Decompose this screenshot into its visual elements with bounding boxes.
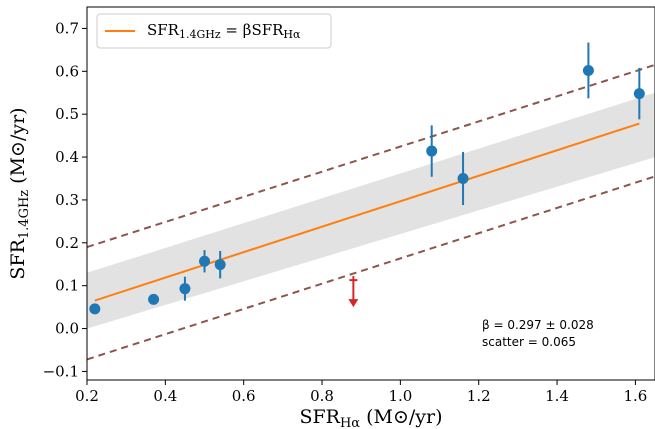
upper-limit-layer — [348, 276, 359, 308]
y-tick-label: 0.3 — [55, 191, 79, 209]
bound-line-lower — [86, 175, 655, 361]
data-point-7 — [582, 64, 594, 76]
data-point-3 — [199, 255, 211, 267]
fit-line — [94, 122, 640, 302]
y-tick-label: −0.1 — [43, 362, 79, 380]
y-axis-label: SFR1.4GHz (M⊙/yr) — [7, 107, 32, 279]
data-point-8 — [633, 88, 645, 100]
legend-label-rhs-sub: Hα — [283, 28, 301, 41]
y-axis-label-main: SFR — [7, 238, 29, 279]
beta-annotation: β = 0.297 ± 0.028 — [482, 318, 594, 332]
legend-label: SFR1.4GHz = βSFRHα — [147, 21, 301, 41]
legend-label-lhs: SFR — [147, 21, 180, 39]
x-tick-label: 1.4 — [545, 387, 569, 405]
bounds-lines-layer — [86, 63, 655, 361]
y-tick-label: 0.4 — [55, 148, 79, 166]
x-tick-label: 1.0 — [388, 387, 412, 405]
y-axis-ticks: −0.1 0.0 0.1 0.2 0.3 0.4 0.5 0.6 0.7 — [43, 19, 87, 380]
bound-line-upper — [86, 63, 655, 249]
x-tick-label: 0.2 — [75, 387, 99, 405]
data-point-1 — [148, 293, 160, 305]
data-point-2 — [179, 283, 191, 295]
x-tick-label: 0.8 — [310, 387, 334, 405]
data-point-6 — [457, 172, 469, 184]
legend-label-eq: = β — [221, 21, 252, 39]
y-tick-label: 0.0 — [55, 320, 79, 338]
x-axis-label: SFRHα (M⊙/yr) — [299, 406, 442, 429]
legend-box — [96, 13, 332, 49]
fit-line-layer — [94, 122, 640, 302]
x-tick-label: 0.4 — [153, 387, 177, 405]
legend-label-lhs-sub: 1.4GHz — [179, 28, 221, 41]
legend: SFR1.4GHz = βSFRHα — [96, 13, 332, 49]
plot-frame — [86, 6, 655, 381]
y-axis-label-unit: (M⊙/yr) — [7, 107, 29, 189]
scatter-annotation: scatter = 0.065 — [482, 335, 576, 349]
data-points-layer — [89, 42, 645, 315]
x-tick-label: 1.6 — [623, 387, 647, 405]
x-axis-label-sub: Hα — [340, 416, 360, 429]
x-tick-label: 0.6 — [232, 387, 256, 405]
y-tick-label: 0.6 — [55, 62, 79, 80]
data-point-0 — [89, 303, 101, 315]
y-axis-label-sub: 1.4GHz — [17, 190, 32, 239]
legend-label-rhs: SFR — [251, 21, 284, 39]
data-point-5 — [426, 145, 438, 157]
upper-limit-arrowhead — [348, 299, 359, 308]
y-tick-label: 0.2 — [55, 234, 79, 252]
y-tick-label: 0.7 — [55, 19, 79, 37]
y-tick-label: 0.1 — [55, 277, 79, 295]
y-tick-label: 0.5 — [55, 105, 79, 123]
x-axis-label-main: SFR — [299, 406, 340, 428]
data-point-4 — [214, 259, 226, 271]
x-tick-label: 1.2 — [467, 387, 491, 405]
x-axis-label-unit: (M⊙/yr) — [360, 406, 442, 428]
x-axis-ticks: 0.2 0.4 0.6 0.8 1.0 1.2 1.4 1.6 — [75, 380, 647, 405]
